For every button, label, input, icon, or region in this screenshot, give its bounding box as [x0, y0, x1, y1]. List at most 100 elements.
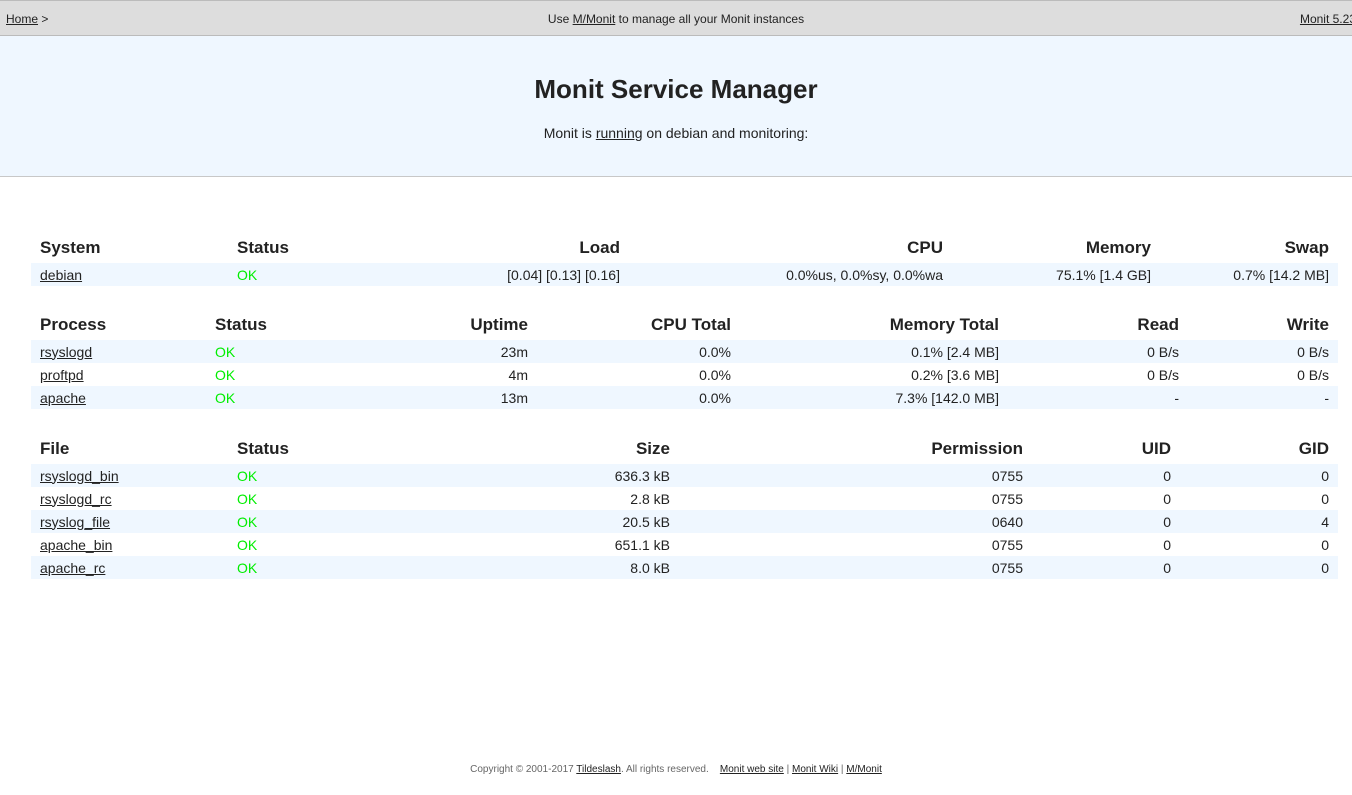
file-link-rsyslogd-rc[interactable]: rsyslogd_rc: [40, 490, 112, 507]
permission-value: 0755: [679, 556, 1032, 579]
tildeslash-link[interactable]: Tildeslash: [576, 764, 621, 775]
cpu-value: 0.0%us, 0.0%sy, 0.0%wa: [629, 263, 952, 286]
memory-total-value: 7.3% [142.0 MB]: [740, 386, 1008, 409]
cpu-total-value: 0.0%: [699, 366, 731, 383]
table-row: proftpd OK 4m 0.0% 0.2% [3.6 MB] 0 B/s 0…: [31, 363, 1338, 386]
uptime-value: 23m: [330, 340, 537, 363]
read-value: -: [1008, 386, 1188, 409]
uptime-value: 13m: [330, 386, 537, 409]
gid-value: 0: [1180, 464, 1338, 487]
col-header-cpu-total: CPU Total: [651, 315, 731, 334]
table-row: rsyslogd_rc OK 2.8 kB 0755 0 0: [31, 487, 1338, 510]
status-badge: OK: [228, 510, 352, 533]
uid-value: 0: [1163, 490, 1171, 507]
mmonit-footer-link[interactable]: M/Monit: [846, 764, 882, 775]
col-header-status: Status: [237, 238, 289, 257]
col-header-process: Process: [40, 315, 107, 334]
mmonit-link[interactable]: M/Monit: [572, 12, 616, 26]
memory-total-value: 0.1% [2.4 MB]: [740, 340, 1008, 363]
permission-value: 0640: [679, 510, 1032, 533]
table-row: rsyslogd OK 23m 0.0% 0.1% [2.4 MB] 0 B/s…: [31, 340, 1338, 363]
col-header-uptime: Uptime: [470, 315, 528, 334]
col-header-swap: Swap: [1284, 238, 1329, 257]
gid-value: 4: [1180, 510, 1338, 533]
status-badge: OK: [228, 464, 352, 487]
home-link[interactable]: Home: [6, 12, 39, 26]
status-badge: OK: [206, 340, 330, 363]
cpu-total-value: 0.0%: [537, 386, 740, 409]
table-row: rsyslogd_bin OK 636.3 kB 0755 0 0: [31, 464, 1338, 487]
status-line-post: on debian and monitoring:: [646, 125, 809, 141]
breadcrumb: Home >: [6, 12, 48, 26]
version-link[interactable]: Monit 5.23: [1299, 12, 1352, 26]
status-badge: OK: [215, 366, 236, 383]
col-header-read: Read: [1137, 315, 1179, 334]
process-link-apache[interactable]: apache: [40, 389, 86, 406]
memory-value: 75.1% [1.4 GB]: [952, 263, 1160, 286]
page-header: Monit Service Manager Monit is running o…: [0, 36, 1352, 177]
cpu-total-value: 0.0%: [537, 340, 740, 363]
process-link-rsyslogd[interactable]: rsyslogd: [40, 343, 93, 360]
status-badge: OK: [228, 263, 352, 286]
size-value: 651.1 kB: [614, 536, 670, 553]
gid-value: 0: [1321, 536, 1329, 553]
status-line-pre: Monit is: [543, 125, 592, 141]
top-bar: Home > Use M/Monit to manage all your Mo…: [0, 0, 1352, 36]
file-table: File Status Size Permission UID GID rsys…: [31, 423, 1338, 579]
monit-web-site-link[interactable]: Monit web site: [719, 764, 784, 775]
col-header-permission: Permission: [931, 439, 1023, 458]
table-row: apache_bin OK 651.1 kB 0755 0 0: [31, 533, 1338, 556]
footer: Copyright © 2001-2017 Tildeslash. All ri…: [0, 764, 1352, 775]
promo-text-pre: Use: [547, 12, 570, 26]
gid-value: 0: [1321, 490, 1329, 507]
status-badge: OK: [237, 490, 258, 507]
col-header-memory-total: Memory Total: [889, 315, 999, 334]
size-value: 8.0 kB: [352, 556, 679, 579]
status-badge: OK: [206, 386, 330, 409]
write-value: 0 B/s: [1297, 366, 1329, 383]
copyright-text: Copyright © 2001-2017: [470, 764, 574, 775]
system-table: System Status Load CPU Memory Swap debia…: [31, 222, 1338, 286]
table-row: rsyslog_file OK 20.5 kB 0640 0 4: [31, 510, 1338, 533]
table-row: apache OK 13m 0.0% 7.3% [142.0 MB] - -: [31, 386, 1338, 409]
footer-separator: |: [840, 764, 844, 775]
permission-value: 0755: [991, 536, 1023, 553]
col-header-memory: Memory: [1085, 238, 1151, 257]
permission-value: 0755: [679, 464, 1032, 487]
rights-text: . All rights reserved.: [620, 764, 709, 775]
uid-value: 0: [1032, 464, 1180, 487]
status-badge: OK: [228, 556, 352, 579]
table-row: apache_rc OK 8.0 kB 0755 0 0: [31, 556, 1338, 579]
monit-wiki-link[interactable]: Monit Wiki: [791, 764, 839, 775]
read-value: 0 B/s: [1008, 340, 1188, 363]
page-title: Monit Service Manager: [534, 74, 818, 104]
col-header-write: Write: [1286, 315, 1329, 334]
read-value: 0 B/s: [1147, 366, 1179, 383]
write-value: -: [1188, 386, 1338, 409]
uid-value: 0: [1032, 556, 1180, 579]
breadcrumb-separator: >: [41, 12, 49, 26]
permission-value: 0755: [991, 490, 1023, 507]
file-link-apache-rc[interactable]: apache_rc: [40, 559, 106, 576]
file-link-apache-bin[interactable]: apache_bin: [40, 536, 113, 553]
process-table: Process Status Uptime CPU Total Memory T…: [31, 299, 1338, 409]
system-link[interactable]: debian: [40, 266, 83, 283]
col-header-cpu: CPU: [907, 238, 943, 257]
status-line: Monit is running on debian and monitorin…: [0, 125, 1352, 141]
size-value: 20.5 kB: [352, 510, 679, 533]
process-link-proftpd[interactable]: proftpd: [40, 366, 84, 383]
load-value: [0.04] [0.13] [0.16]: [352, 263, 629, 286]
col-header-size: Size: [635, 439, 670, 458]
footer-separator: |: [786, 764, 790, 775]
file-link-rsyslogd-bin[interactable]: rsyslogd_bin: [40, 467, 119, 484]
gid-value: 0: [1180, 556, 1338, 579]
file-link-rsyslog-file[interactable]: rsyslog_file: [40, 513, 111, 530]
promo-text-post: to manage all your Monit instances: [618, 12, 805, 26]
uid-value: 0: [1163, 536, 1171, 553]
col-header-gid: GID: [1298, 439, 1329, 458]
system-table-header: System Status Load CPU Memory Swap: [31, 222, 1338, 263]
running-link[interactable]: running: [595, 125, 643, 141]
status-badge: OK: [237, 536, 258, 553]
table-row: debian OK [0.04] [0.13] [0.16] 0.0%us, 0…: [31, 263, 1338, 286]
swap-value: 0.7% [14.2 MB]: [1160, 263, 1338, 286]
